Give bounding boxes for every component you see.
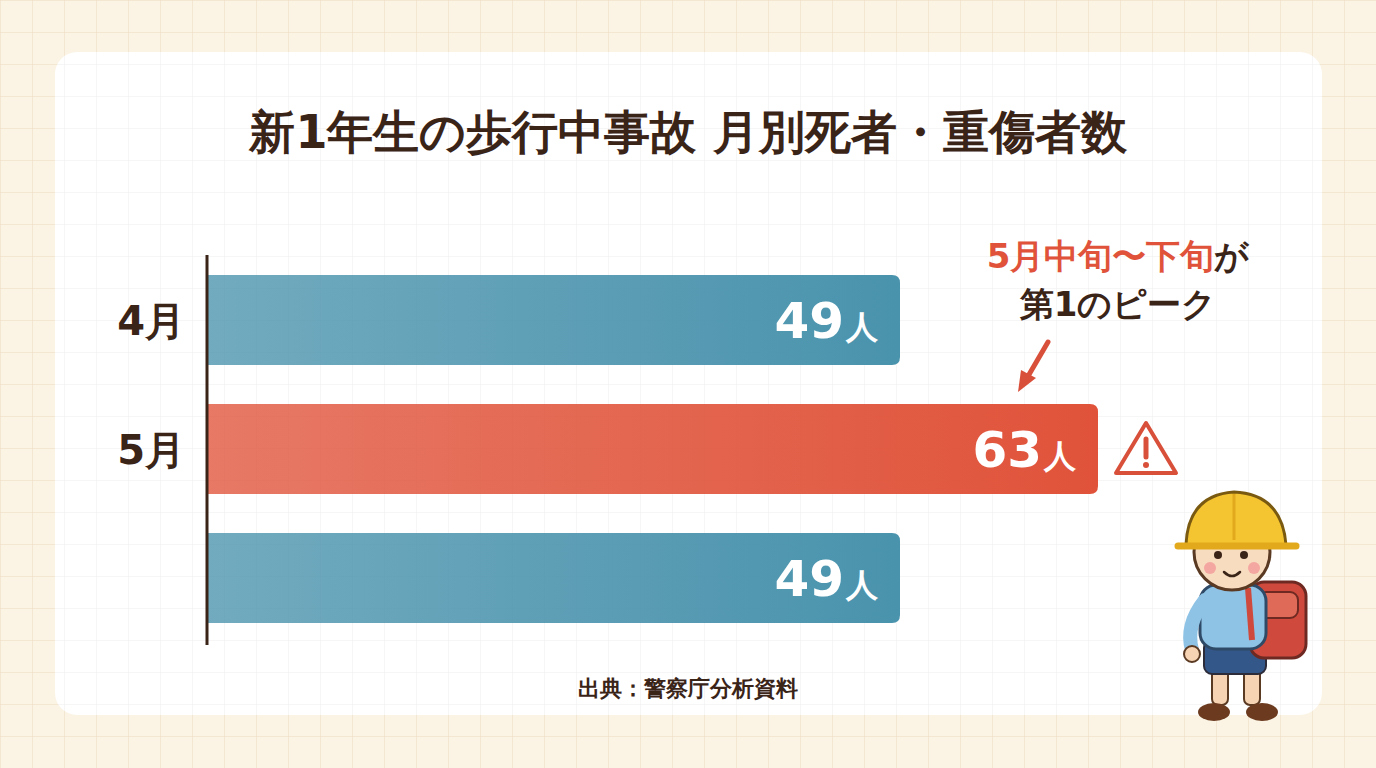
annotation-highlight: 5月中旬〜下旬 [987, 236, 1215, 276]
warning-triangle [1116, 423, 1176, 473]
data-label-unit: 人 [845, 308, 879, 346]
data-label: 49人 [774, 292, 879, 350]
mouth [1224, 572, 1240, 576]
arm [1190, 600, 1205, 650]
bar [207, 275, 900, 365]
data-label-number: 63 [972, 421, 1042, 479]
shoe [1246, 703, 1278, 721]
category-label: 5月 [117, 427, 185, 473]
annotation-line: 第1のピーク [1019, 284, 1217, 324]
data-label-number: 49 [774, 550, 844, 608]
title: 新1年生の歩行中事故 月別死者・重傷者数 [248, 105, 1127, 159]
eye [1240, 551, 1248, 559]
data-label-unit: 人 [845, 566, 879, 604]
strap [1248, 588, 1252, 640]
data-label: 49人 [774, 550, 879, 608]
chart-svg: 新1年生の歩行中事故 月別死者・重傷者数4月5月49人63人49人5月中旬〜下旬… [0, 0, 1376, 768]
category-axis [206, 255, 209, 645]
annotation-text: が [1214, 236, 1250, 276]
shoe [1198, 703, 1230, 721]
annotation-arrowhead [1018, 370, 1036, 392]
bars [207, 275, 1098, 623]
annotation-line: 5月中旬〜下旬が [987, 236, 1251, 276]
data-label-number: 49 [774, 292, 844, 350]
card [55, 52, 1322, 715]
eye [1214, 551, 1222, 559]
annotation-arrow [1027, 342, 1048, 378]
hand [1184, 646, 1200, 662]
warning-bar [1144, 439, 1149, 457]
bar [207, 404, 1098, 494]
helmet-seam [1233, 494, 1236, 540]
helmet-brim [1178, 543, 1296, 550]
cheek [1204, 562, 1216, 574]
bar [207, 533, 900, 623]
category-label: 4月 [117, 298, 185, 344]
background [0, 0, 1376, 768]
cheek [1248, 562, 1260, 574]
source: 出典：警察庁分析資料 [578, 676, 798, 701]
shirt [1200, 585, 1266, 649]
helmet [1186, 492, 1286, 545]
chart-root: 新1年生の歩行中事故 月別死者・重傷者数4月5月49人63人49人5月中旬〜下旬… [0, 0, 1376, 768]
warning-dot [1143, 462, 1149, 468]
warning-icon [1116, 423, 1176, 473]
illustration [1178, 492, 1306, 721]
data-label-unit: 人 [1043, 437, 1077, 475]
data-label: 63人 [972, 421, 1077, 479]
